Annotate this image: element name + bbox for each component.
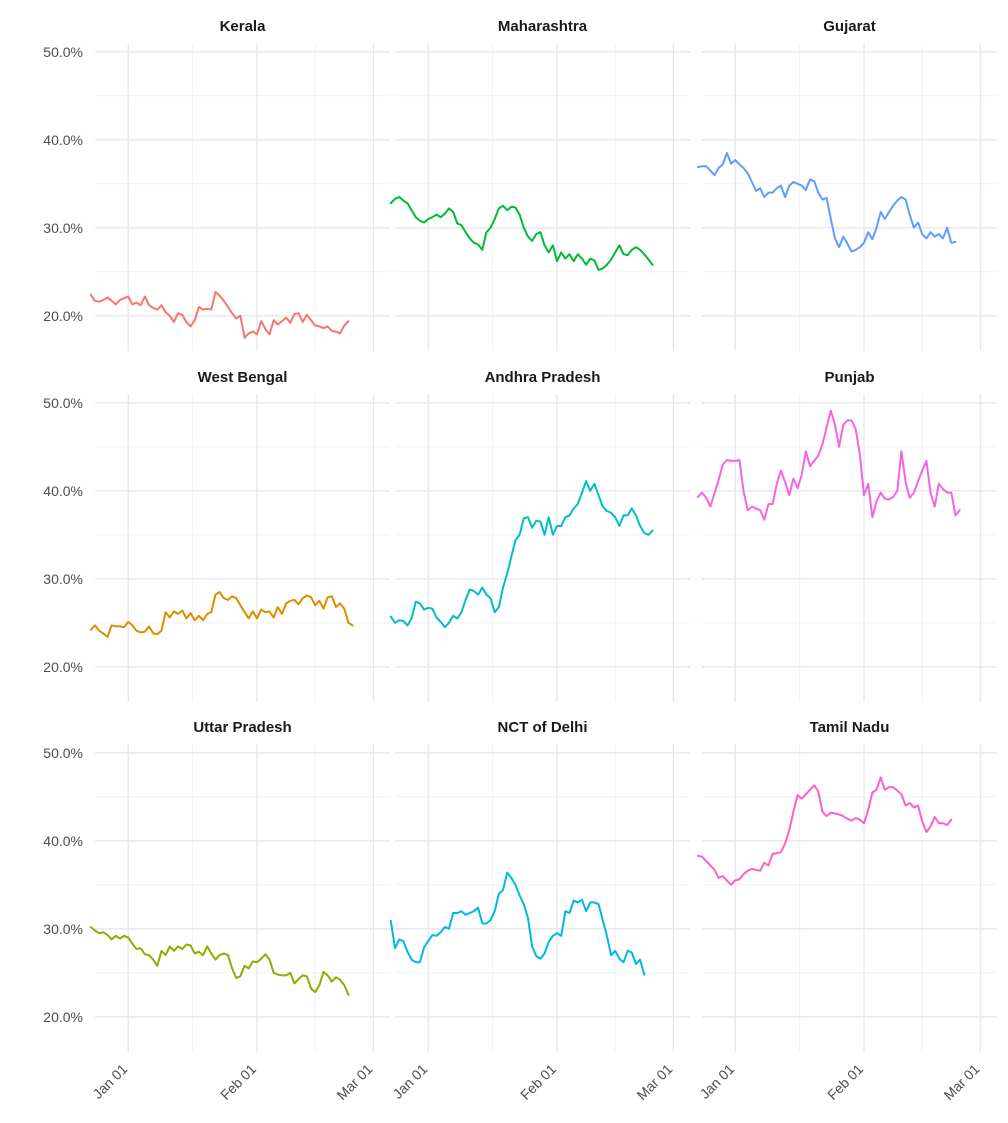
series-line — [696, 152, 957, 253]
y-tick-label: 40.0% — [43, 483, 83, 499]
y-tick-label: 20.0% — [43, 308, 83, 324]
facet-panel: Kerala — [89, 18, 390, 351]
facet-title: NCT of Delhi — [498, 719, 588, 736]
series-line — [389, 871, 646, 976]
series-line — [696, 409, 961, 521]
facet-title: Kerala — [220, 18, 267, 35]
x-tick-label: Jan 01 — [389, 1061, 430, 1102]
series-line — [89, 291, 350, 339]
x-tick-label: Jan 01 — [696, 1061, 737, 1102]
facet-panel: Gujarat — [696, 18, 997, 351]
facet-panel: NCT of Delhi — [389, 719, 690, 1052]
facet-title: Andhra Pradesh — [485, 369, 601, 386]
facet-panel: Maharashtra — [389, 18, 690, 351]
y-tick-label: 20.0% — [43, 1009, 83, 1025]
facet-title: Maharashtra — [498, 18, 588, 35]
y-tick-label: 30.0% — [43, 921, 83, 937]
y-tick-label: 40.0% — [43, 833, 83, 849]
x-tick-label: Jan 01 — [89, 1061, 130, 1102]
facet-title: Gujarat — [823, 18, 876, 35]
series-line — [389, 196, 654, 271]
series-line — [389, 480, 654, 629]
x-tick-label: Feb 01 — [824, 1061, 866, 1103]
series-line — [696, 776, 953, 886]
series-line — [89, 926, 350, 996]
facet-panel: Tamil Nadu — [696, 719, 997, 1052]
y-tick-label: 50.0% — [43, 395, 83, 411]
x-tick-label: Mar 01 — [333, 1061, 375, 1103]
facet-panel: Punjab — [696, 369, 997, 702]
y-tick-label: 30.0% — [43, 571, 83, 587]
y-tick-label: 40.0% — [43, 132, 83, 148]
facet-title: Punjab — [824, 369, 874, 386]
x-tick-label: Mar 01 — [940, 1061, 982, 1103]
x-tick-label: Feb 01 — [517, 1061, 559, 1103]
y-tick-label: 50.0% — [43, 44, 83, 60]
x-tick-label: Mar 01 — [633, 1061, 675, 1103]
y-tick-label: 50.0% — [43, 745, 83, 761]
facet-panel: Andhra Pradesh — [389, 369, 690, 702]
facet-title: Uttar Pradesh — [193, 719, 291, 736]
y-tick-label: 20.0% — [43, 659, 83, 675]
y-tick-label: 30.0% — [43, 220, 83, 236]
facet-panel: Uttar Pradesh — [89, 719, 390, 1052]
x-tick-label: Feb 01 — [217, 1061, 259, 1103]
facet-title: West Bengal — [198, 369, 288, 386]
facet-title: Tamil Nadu — [810, 719, 890, 736]
facet-panel: West Bengal — [89, 369, 390, 702]
series-line — [89, 591, 354, 638]
